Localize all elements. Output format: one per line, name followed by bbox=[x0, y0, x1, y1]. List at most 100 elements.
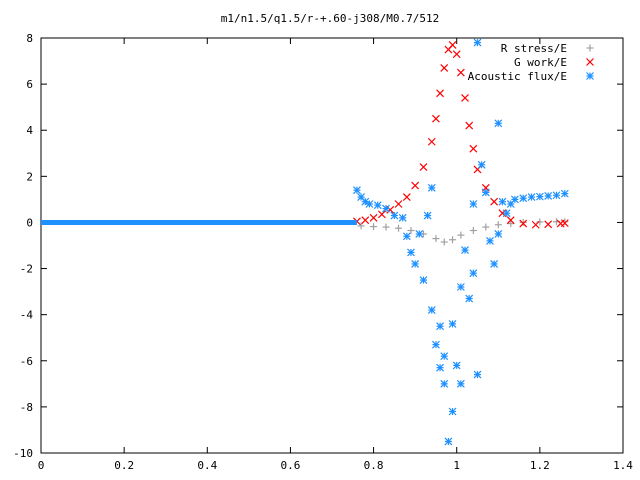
data-point bbox=[448, 319, 457, 328]
data-point bbox=[456, 379, 465, 388]
series-layer bbox=[41, 38, 569, 446]
data-point bbox=[469, 269, 478, 278]
data-point bbox=[502, 209, 511, 218]
data-point bbox=[390, 211, 399, 220]
data-point bbox=[440, 352, 449, 361]
legend-label: Acoustic flux/E bbox=[468, 70, 567, 83]
data-point bbox=[519, 194, 528, 203]
y-tick-label: 6 bbox=[26, 78, 33, 91]
data-point bbox=[357, 222, 365, 230]
y-tick-label: -4 bbox=[20, 309, 34, 322]
y-tick-label: -2 bbox=[20, 263, 33, 276]
data-point bbox=[494, 221, 502, 229]
data-point bbox=[444, 437, 453, 446]
data-point bbox=[482, 223, 490, 231]
data-point bbox=[544, 220, 553, 229]
data-point bbox=[382, 223, 390, 231]
data-point bbox=[461, 246, 469, 255]
series-2 bbox=[353, 38, 569, 446]
data-point bbox=[457, 231, 465, 239]
data-point bbox=[507, 220, 515, 228]
y-tick-label: -10 bbox=[13, 447, 33, 460]
data-point bbox=[452, 361, 461, 370]
legend-label: G work/E bbox=[514, 56, 567, 69]
data-point bbox=[469, 227, 477, 235]
data-point bbox=[411, 260, 420, 268]
x-tick-label: 0.2 bbox=[114, 459, 134, 472]
y-axis-ticks: 8 6 4 2 0 -2 -4 -6 -8 -10 bbox=[13, 32, 623, 460]
data-point bbox=[473, 370, 482, 379]
data-point bbox=[469, 200, 478, 208]
legend-marker bbox=[586, 44, 594, 52]
data-point bbox=[357, 193, 366, 202]
x-tick-label: 0.6 bbox=[280, 459, 300, 472]
series-0 bbox=[357, 218, 569, 246]
data-point bbox=[486, 236, 494, 245]
y-tick-label: -8 bbox=[20, 401, 33, 414]
y-tick-label: 0 bbox=[26, 216, 33, 229]
data-point bbox=[440, 379, 449, 388]
data-point bbox=[436, 322, 445, 331]
data-point bbox=[494, 119, 503, 128]
data-point bbox=[452, 50, 461, 59]
plot-frame bbox=[40, 37, 624, 454]
data-point bbox=[531, 220, 540, 229]
data-point bbox=[506, 216, 515, 225]
data-point bbox=[448, 40, 457, 49]
data-point bbox=[436, 89, 445, 98]
data-point bbox=[535, 192, 544, 201]
x-axis-ticks: 0 0.2 0.4 0.6 0.8 1 1.2 1.4 bbox=[38, 38, 633, 472]
data-point bbox=[427, 183, 436, 192]
data-point bbox=[456, 283, 465, 291]
data-point bbox=[490, 197, 499, 206]
data-point bbox=[419, 163, 428, 172]
data-point bbox=[519, 218, 527, 226]
data-point bbox=[536, 218, 544, 226]
x-tick-label: 0.8 bbox=[364, 459, 384, 472]
data-point bbox=[560, 189, 569, 198]
data-point bbox=[498, 197, 507, 206]
data-point bbox=[370, 223, 378, 231]
x-tick-label: 0 bbox=[38, 459, 45, 472]
data-point bbox=[432, 235, 440, 243]
data-point bbox=[427, 137, 436, 146]
y-tick-label: -6 bbox=[20, 355, 33, 368]
data-point bbox=[432, 340, 440, 349]
legend-label: R stress/E bbox=[501, 42, 567, 55]
data-point bbox=[398, 213, 407, 222]
data-point bbox=[402, 193, 411, 202]
y-tick-label: 8 bbox=[26, 32, 33, 45]
data-point bbox=[465, 121, 474, 130]
legend-marker bbox=[586, 72, 594, 80]
data-point bbox=[490, 260, 499, 268]
data-point bbox=[552, 191, 561, 200]
data-point bbox=[419, 276, 428, 285]
data-point bbox=[415, 230, 424, 238]
data-point bbox=[449, 236, 457, 244]
data-point bbox=[365, 200, 374, 208]
data-point bbox=[427, 306, 436, 314]
data-point bbox=[469, 144, 478, 153]
data-point bbox=[477, 160, 486, 169]
data-point bbox=[361, 216, 370, 225]
data-point bbox=[423, 211, 432, 220]
data-point bbox=[456, 68, 465, 77]
data-point bbox=[411, 181, 420, 190]
data-point bbox=[481, 188, 490, 197]
data-point bbox=[494, 230, 503, 238]
data-point bbox=[461, 94, 469, 102]
data-point bbox=[369, 213, 378, 222]
chart-title: m1/n1.5/q1.5/r-+.60-j308/M0.7/512 bbox=[221, 12, 440, 25]
data-point bbox=[519, 219, 528, 228]
data-point bbox=[510, 195, 519, 204]
y-tick-label: 4 bbox=[26, 124, 33, 137]
legend-marker bbox=[586, 58, 594, 66]
data-point bbox=[353, 186, 361, 195]
y-tick-label: 2 bbox=[26, 170, 33, 183]
data-point bbox=[407, 227, 415, 235]
data-point bbox=[448, 407, 457, 416]
data-point bbox=[395, 224, 403, 232]
data-point bbox=[544, 192, 553, 200]
data-point bbox=[465, 294, 474, 303]
